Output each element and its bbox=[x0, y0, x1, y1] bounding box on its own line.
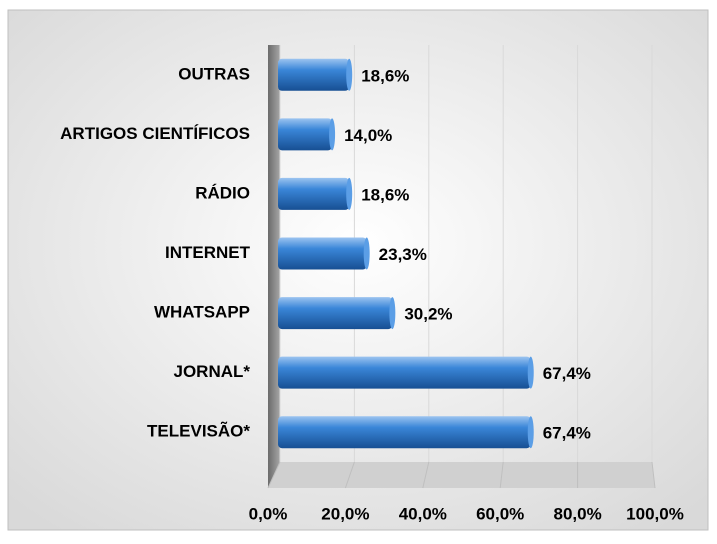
x-tick-label: 0,0% bbox=[249, 504, 288, 523]
floor-grid-line bbox=[422, 461, 430, 489]
floor bbox=[268, 462, 655, 488]
side-wall bbox=[268, 45, 280, 488]
bar bbox=[278, 177, 350, 210]
chart-background bbox=[7, 9, 709, 531]
bar-cap bbox=[346, 177, 353, 210]
bar-cap bbox=[346, 58, 353, 91]
value-label: 67,4% bbox=[543, 424, 591, 443]
floor-grid-line bbox=[499, 461, 504, 489]
bar bbox=[278, 416, 531, 449]
bar bbox=[278, 297, 393, 330]
x-tick-label: 100,0% bbox=[626, 504, 684, 523]
floor-grid-line bbox=[344, 461, 355, 489]
y-tick-label: INTERNET bbox=[165, 243, 251, 262]
floor-grid-line bbox=[267, 461, 281, 489]
x-tick-label: 60,0% bbox=[476, 504, 524, 523]
bar-cap bbox=[363, 237, 370, 270]
value-label: 30,2% bbox=[404, 305, 452, 324]
y-tick-label: ARTIGOS CIENTÍFICOS bbox=[60, 124, 250, 143]
y-tick-label: TELEVISÃO* bbox=[147, 421, 250, 441]
x-tick-label: 20,0% bbox=[321, 504, 369, 523]
bar-cap bbox=[389, 297, 396, 330]
bar bbox=[278, 237, 367, 270]
value-label: 23,3% bbox=[379, 245, 427, 264]
bar-cap bbox=[527, 356, 534, 389]
y-tick-label: OUTRAS bbox=[178, 64, 250, 83]
x-tick-label: 40,0% bbox=[399, 504, 447, 523]
bar-cap bbox=[527, 416, 534, 449]
floor-grid-line bbox=[651, 461, 656, 489]
value-label: 67,4% bbox=[543, 364, 591, 383]
y-tick-label: WHATSAPP bbox=[154, 303, 250, 322]
x-tick-label: 80,0% bbox=[553, 504, 601, 523]
bar-cap bbox=[329, 118, 336, 151]
y-tick-label: RÁDIO bbox=[195, 183, 250, 202]
y-tick-label: JORNAL* bbox=[173, 362, 250, 381]
value-label: 18,6% bbox=[361, 66, 409, 85]
bar bbox=[278, 118, 333, 151]
bar bbox=[278, 356, 531, 389]
bar bbox=[278, 58, 350, 91]
value-label: 14,0% bbox=[344, 126, 392, 145]
value-label: 18,6% bbox=[361, 185, 409, 204]
